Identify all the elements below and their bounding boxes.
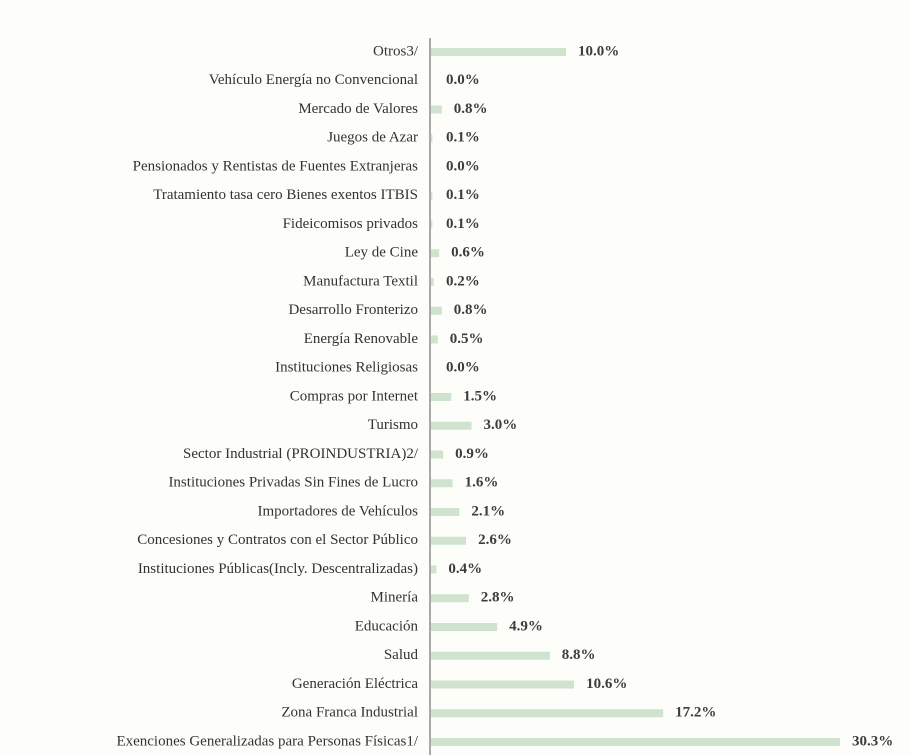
category-label: Tratamiento tasa cero Bienes exentos ITB… bbox=[153, 187, 418, 203]
bar bbox=[431, 249, 440, 258]
value-label: 0.4% bbox=[448, 561, 482, 577]
bar bbox=[431, 134, 433, 143]
bar bbox=[431, 421, 472, 430]
value-label: 1.6% bbox=[465, 475, 499, 491]
category-label: Pensionados y Rentistas de Fuentes Extra… bbox=[133, 158, 419, 174]
bar bbox=[431, 709, 664, 718]
category-label: Ley de Cine bbox=[345, 245, 419, 261]
category-label: Generación Eléctrica bbox=[292, 676, 419, 692]
value-label: 17.2% bbox=[675, 705, 716, 721]
category-label: Desarrollo Fronterizo bbox=[288, 302, 418, 318]
category-label: Educación bbox=[355, 618, 419, 634]
category-label: Sector Industrial (PROINDUSTRIA)2/ bbox=[183, 446, 419, 462]
bar bbox=[431, 393, 452, 401]
bar bbox=[431, 651, 550, 660]
category-label: Fideicomisos privados bbox=[283, 216, 419, 232]
value-label: 0.0% bbox=[446, 72, 480, 88]
value-label: 30.3% bbox=[852, 733, 893, 749]
value-label: 0.6% bbox=[451, 245, 485, 261]
value-label: 10.6% bbox=[586, 676, 627, 692]
category-label: Instituciones Religiosas bbox=[275, 360, 418, 376]
value-label: 8.8% bbox=[562, 647, 596, 663]
value-label: 0.9% bbox=[455, 446, 489, 462]
value-label: 0.2% bbox=[446, 273, 480, 289]
category-label: Concesiones y Contratos con el Sector Pú… bbox=[137, 532, 418, 548]
category-label: Vehículo Energía no Convencional bbox=[209, 72, 418, 88]
category-label: Juegos de Azar bbox=[327, 130, 418, 146]
bar bbox=[431, 450, 444, 459]
value-label: 2.8% bbox=[481, 590, 515, 606]
value-label: 0.1% bbox=[446, 216, 480, 232]
bar bbox=[431, 536, 467, 545]
bar bbox=[431, 479, 453, 488]
value-label: 0.0% bbox=[446, 158, 480, 174]
bar bbox=[431, 508, 460, 516]
category-label: Energía Renovable bbox=[304, 331, 419, 347]
bar bbox=[431, 191, 433, 200]
value-label: 10.0% bbox=[578, 43, 619, 59]
category-label: Zona Franca Industrial bbox=[281, 705, 418, 721]
category-label: Manufactura Textil bbox=[303, 273, 418, 289]
value-label: 4.9% bbox=[509, 618, 543, 634]
bar bbox=[431, 680, 575, 689]
value-label: 0.1% bbox=[446, 130, 480, 146]
value-label: 0.8% bbox=[454, 101, 488, 117]
category-label: Turismo bbox=[368, 417, 418, 433]
value-label: 3.0% bbox=[483, 417, 517, 433]
category-label: Importadores de Vehículos bbox=[257, 503, 418, 519]
bar bbox=[431, 306, 442, 315]
category-label: Compras por Internet bbox=[290, 388, 419, 404]
category-label: Instituciones Privadas Sin Fines de Lucr… bbox=[168, 475, 418, 491]
value-label: 0.1% bbox=[446, 187, 480, 203]
bar bbox=[431, 335, 438, 344]
bar bbox=[431, 220, 433, 229]
value-label: 0.5% bbox=[450, 331, 484, 347]
bar bbox=[431, 623, 498, 631]
category-label: Instituciones Públicas(Incly. Descentral… bbox=[138, 561, 418, 577]
value-label: 0.8% bbox=[454, 302, 488, 318]
value-label: 1.5% bbox=[463, 388, 497, 404]
value-label: 2.6% bbox=[478, 532, 512, 548]
bar bbox=[431, 278, 434, 286]
value-label: 0.0% bbox=[446, 360, 480, 376]
value-label: 2.1% bbox=[471, 503, 505, 519]
bar bbox=[431, 48, 566, 56]
category-label: Minería bbox=[371, 590, 419, 606]
category-label: Exenciones Generalizadas para Personas F… bbox=[116, 733, 418, 749]
category-label: Otros3/ bbox=[373, 43, 419, 59]
category-label: Mercado de Valores bbox=[298, 101, 418, 117]
bar bbox=[431, 594, 469, 603]
bar bbox=[431, 105, 442, 114]
bar bbox=[431, 565, 437, 574]
category-label: Salud bbox=[384, 647, 419, 663]
bar bbox=[431, 738, 840, 746]
